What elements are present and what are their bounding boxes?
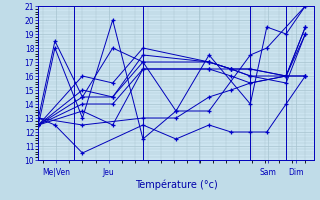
X-axis label: Température (°c): Température (°c) [135,179,217,190]
